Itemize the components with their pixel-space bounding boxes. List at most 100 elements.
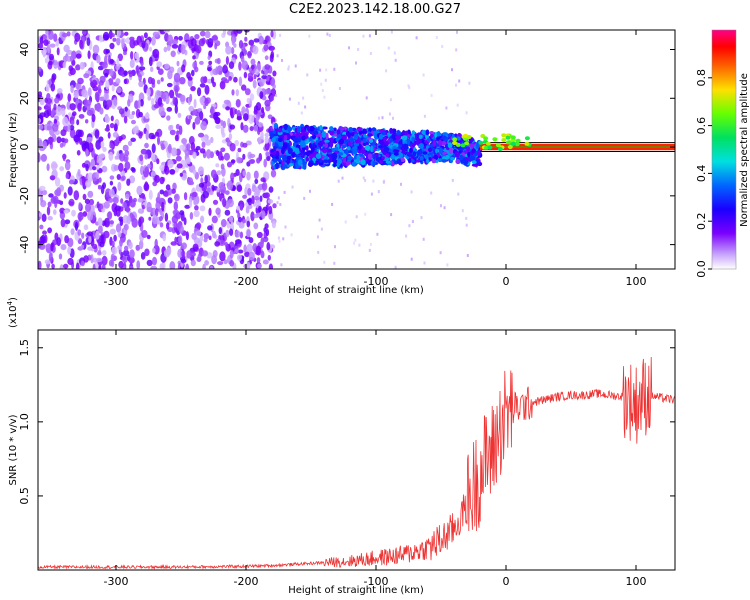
heatmap-cell bbox=[411, 136, 415, 144]
heatmap-cell bbox=[193, 98, 197, 109]
heatmap-cell bbox=[319, 68, 322, 72]
heatmap-cell bbox=[239, 204, 243, 210]
heatmap-cell bbox=[39, 96, 45, 106]
heatmap-cell bbox=[101, 255, 108, 266]
heatmap-cell bbox=[78, 202, 82, 210]
heatmap-cell bbox=[92, 44, 100, 54]
heatmap-cell bbox=[383, 179, 386, 183]
heatmap-cell bbox=[195, 146, 201, 151]
heatmap-cell bbox=[337, 179, 340, 183]
heatmap-cell bbox=[95, 140, 102, 150]
heatmap-cell bbox=[270, 169, 277, 178]
heatmap-cell bbox=[174, 193, 180, 202]
heatmap-cell bbox=[333, 67, 336, 71]
heatmap-cell bbox=[48, 193, 54, 198]
heatmap-cell bbox=[66, 31, 71, 37]
heatmap-cell bbox=[38, 118, 42, 124]
snr-series-line bbox=[38, 356, 675, 570]
heatmap-cell bbox=[363, 133, 367, 138]
heatmap-cell bbox=[278, 140, 283, 147]
heatmap-cell bbox=[419, 143, 424, 149]
heatmap-cell bbox=[411, 141, 416, 147]
heatmap-cell bbox=[214, 42, 218, 50]
heatmap-cell bbox=[138, 66, 146, 71]
heatmap-cell bbox=[228, 216, 233, 222]
heatmap-cell bbox=[369, 243, 372, 246]
heatmap-cell bbox=[243, 30, 250, 33]
heatmap-cell bbox=[381, 116, 384, 120]
heatmap-cell bbox=[388, 112, 391, 116]
heatmap-cell bbox=[344, 220, 347, 224]
heatmap-cell bbox=[180, 44, 186, 55]
heatmap-cell bbox=[111, 246, 118, 255]
heatmap-cell bbox=[145, 130, 149, 141]
heatmap-cell bbox=[277, 236, 280, 240]
heatmap-cell bbox=[44, 57, 50, 64]
heatmap-cell bbox=[192, 151, 197, 159]
heatmap-cell bbox=[124, 31, 129, 36]
heatmap-cell bbox=[297, 101, 300, 105]
heatmap-cell bbox=[436, 131, 441, 137]
heatmap-cell bbox=[183, 192, 188, 201]
heatmap-cell bbox=[123, 223, 129, 231]
heatmap-cell bbox=[305, 145, 309, 152]
heatmap-cell bbox=[187, 76, 193, 81]
heatmap-cell bbox=[346, 146, 351, 151]
heatmap-cell bbox=[244, 36, 248, 42]
heatmap-cell bbox=[151, 247, 156, 254]
heatmap-cell bbox=[421, 129, 428, 135]
heatmap-cell bbox=[109, 175, 115, 180]
heatmap-cell bbox=[123, 78, 128, 84]
heatmap-cell bbox=[77, 102, 82, 112]
colorbar-tick-label: 0.0 bbox=[695, 260, 708, 278]
heatmap-cell bbox=[87, 190, 94, 198]
heatmap-cell bbox=[47, 43, 51, 54]
heatmap-cell bbox=[471, 160, 477, 165]
heatmap-cell bbox=[69, 103, 76, 111]
heatmap-cell bbox=[103, 201, 110, 209]
heatmap-cell bbox=[362, 176, 365, 180]
heatmap-cell bbox=[326, 148, 332, 153]
heatmap-cell bbox=[121, 175, 126, 181]
heatmap-cell bbox=[348, 150, 353, 154]
heatmap-cell bbox=[224, 209, 231, 216]
heatmap-cell bbox=[348, 46, 350, 50]
heatmap-cell bbox=[87, 50, 91, 60]
heatmap-cell bbox=[294, 64, 297, 68]
heatmap-cell bbox=[88, 236, 92, 244]
heatmap-cell bbox=[85, 203, 91, 213]
heatmap-cell bbox=[275, 94, 278, 97]
heatmap-cell bbox=[320, 82, 323, 86]
heatmap-cell bbox=[230, 221, 234, 230]
heatmap-cell bbox=[234, 139, 239, 147]
heatmap-cell bbox=[483, 136, 489, 141]
heatmap-cell bbox=[441, 45, 444, 48]
heatmap-cell bbox=[507, 145, 513, 149]
heatmap-cell bbox=[92, 166, 97, 171]
heatmap-cell bbox=[116, 174, 122, 180]
x-tick-label: -300 bbox=[104, 575, 129, 588]
heatmap-cell bbox=[92, 85, 99, 92]
heatmap-cell bbox=[255, 116, 259, 126]
heatmap-cell bbox=[368, 248, 371, 252]
heatmap-cell bbox=[422, 237, 425, 241]
heatmap-cell bbox=[174, 134, 179, 142]
heatmap-cell bbox=[117, 135, 123, 142]
heatmap-cell bbox=[108, 197, 114, 203]
heatmap-cell bbox=[282, 237, 285, 241]
heatmap-cell bbox=[88, 142, 94, 153]
heatmap-cell bbox=[381, 130, 386, 136]
heatmap-cell bbox=[364, 144, 371, 151]
x-tick-label: 0 bbox=[503, 275, 510, 288]
heatmap-cell bbox=[297, 125, 301, 133]
heatmap-cell bbox=[138, 73, 142, 82]
heatmap-cell bbox=[466, 254, 469, 257]
bottom-x-axis-title: Height of straight line (km) bbox=[288, 585, 424, 596]
heatmap-cell bbox=[524, 141, 530, 146]
heatmap-cell bbox=[95, 230, 100, 240]
heatmap-cell bbox=[127, 99, 131, 107]
heatmap-cell bbox=[242, 170, 247, 177]
heatmap-cell bbox=[259, 91, 264, 100]
heatmap-cell bbox=[87, 172, 94, 182]
heatmap-cell bbox=[129, 39, 136, 49]
